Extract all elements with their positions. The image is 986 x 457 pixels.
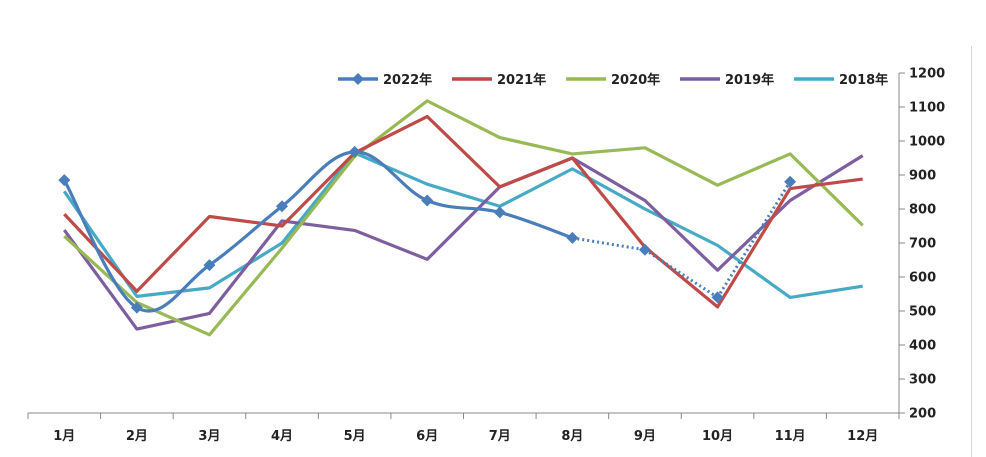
x-tick-label: 1月 xyxy=(53,429,75,444)
data-point xyxy=(493,206,506,219)
x-tick-label: 4月 xyxy=(271,429,293,444)
series-2019年 xyxy=(63,154,864,331)
x-tick-label: 10月 xyxy=(702,429,733,444)
data-point xyxy=(566,231,579,244)
series-line xyxy=(63,114,863,309)
y-tick-label: 200 xyxy=(909,407,936,422)
legend: 2022年 2021年 2020年 2019年 2018年 xyxy=(338,72,888,88)
x-tick-label: 9月 xyxy=(634,429,656,444)
y-tick-label: 300 xyxy=(909,373,936,388)
legend-item: 2022年 xyxy=(338,72,432,88)
y-tick-label: 700 xyxy=(909,237,936,252)
legend-item: 2021年 xyxy=(452,72,546,88)
series-2022年 xyxy=(58,145,797,314)
data-point xyxy=(203,259,216,272)
data-point xyxy=(276,200,289,213)
data-point xyxy=(130,301,143,314)
data-point xyxy=(348,145,361,158)
x-tick-label: 11月 xyxy=(775,429,806,444)
series-2020年 xyxy=(63,99,864,337)
x-tick-label: 12月 xyxy=(847,429,878,444)
legend-label: 2022年 xyxy=(383,72,432,88)
y-tick-label: 1200 xyxy=(909,67,945,82)
legend-label: 2021年 xyxy=(497,72,546,88)
series-line xyxy=(63,99,864,337)
x-tick-label: 5月 xyxy=(344,429,366,444)
y-tick-label: 1100 xyxy=(909,101,945,116)
legend-item: 2019年 xyxy=(680,72,774,88)
frame-divider xyxy=(971,46,972,457)
x-tick-label: 3月 xyxy=(198,429,220,444)
series-line-dotted xyxy=(572,236,646,252)
y-tick-label: 800 xyxy=(909,203,936,218)
y-tick-label: 600 xyxy=(909,271,936,286)
x-tick-label: 8月 xyxy=(561,429,583,444)
y-tick-label: 500 xyxy=(909,305,936,320)
y-tick-label: 1000 xyxy=(909,135,945,150)
y-axis: 200 300 400 500 600 700 800 900 1000 1100 1200 xyxy=(898,67,945,422)
series-line-dotted xyxy=(716,181,792,299)
legend-item: 2020年 xyxy=(566,72,660,88)
data-point xyxy=(638,243,651,256)
data-point xyxy=(421,194,434,207)
series-2018年 xyxy=(62,151,863,299)
data-point xyxy=(711,291,724,304)
legend-marker xyxy=(352,73,364,85)
series-layer xyxy=(58,99,864,337)
y-tick-label: 400 xyxy=(909,339,936,354)
series-line xyxy=(62,151,863,299)
x-axis: 1月 2月 3月 4月 5月 6月 7月 8月 9月 10月 11月 12月 xyxy=(27,412,900,444)
legend-label: 2019年 xyxy=(725,72,774,88)
legend-label: 2018年 xyxy=(839,72,888,88)
y-tick-label: 900 xyxy=(909,169,936,184)
x-tick-label: 2月 xyxy=(126,429,148,444)
series-line xyxy=(63,154,864,331)
legend-item: 2018年 xyxy=(794,72,888,88)
x-tick-label: 6月 xyxy=(416,429,438,444)
data-point xyxy=(58,174,71,187)
legend-label: 2020年 xyxy=(611,72,660,88)
series-2021年 xyxy=(63,114,863,309)
data-point xyxy=(784,175,797,188)
x-tick-label: 7月 xyxy=(489,429,511,444)
